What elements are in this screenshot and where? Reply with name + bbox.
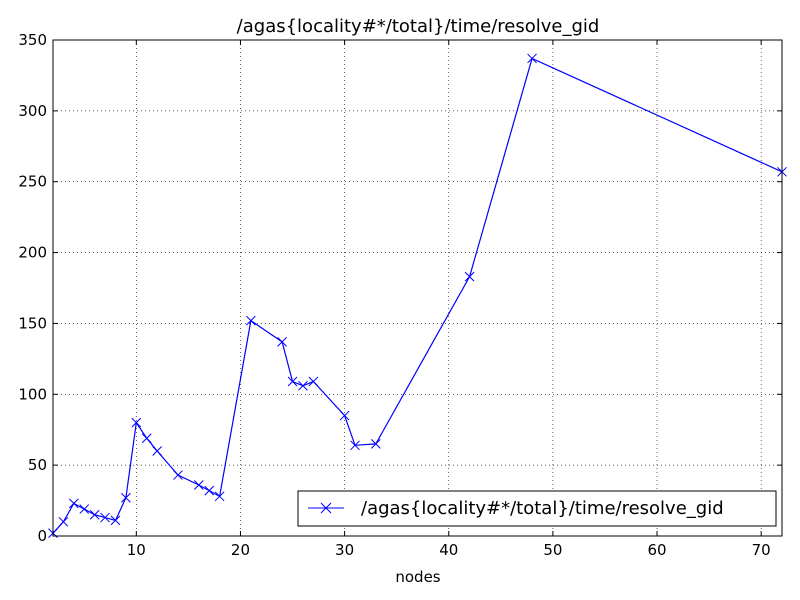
- y-tick-label: 200: [18, 244, 47, 262]
- x-tick-label: 70: [752, 541, 771, 559]
- y-tick-label: 350: [18, 31, 47, 49]
- y-tick-label: 100: [18, 385, 47, 403]
- data-point-marker: [152, 446, 162, 456]
- y-tick-label: 50: [28, 456, 47, 474]
- y-tick-label: 300: [18, 102, 47, 120]
- x-tick-label: 60: [647, 541, 666, 559]
- data-point-marker: [141, 433, 152, 444]
- x-axis-label: nodes: [395, 568, 440, 586]
- data-point-marker: [193, 480, 204, 490]
- y-tick-label: 250: [18, 173, 47, 191]
- chart-title: /agas{locality#*/total}/time/resolve_gid: [237, 16, 600, 37]
- x-tick-label: 20: [231, 541, 250, 559]
- data-point-marker: [121, 492, 131, 503]
- data-point-marker: [370, 439, 381, 449]
- data-point-marker: [68, 498, 79, 509]
- data-point-marker: [131, 417, 142, 428]
- data-point-marker: [173, 470, 183, 480]
- legend-box: [297, 490, 777, 527]
- legend-marker-x: [320, 502, 332, 514]
- data-point-marker: [89, 509, 100, 520]
- data-point-marker: [204, 485, 215, 496]
- x-tick-label: 10: [127, 541, 146, 559]
- legend: /agas{locality#*/total}/time/resolve_gid: [297, 490, 777, 527]
- grid: [53, 40, 782, 536]
- y-tick-label: 0: [37, 527, 47, 545]
- data-point-marker: [214, 491, 225, 502]
- data-point-marker: [527, 53, 537, 64]
- x-tick-label: 50: [543, 541, 562, 559]
- data-point-marker: [339, 410, 350, 421]
- data-point-marker: [246, 315, 256, 326]
- data-point-marker: [298, 380, 308, 391]
- data-point-marker: [58, 516, 69, 527]
- x-tick-label: 30: [335, 541, 354, 559]
- data-point-marker: [79, 504, 90, 514]
- data-point-marker: [287, 376, 298, 387]
- data-point-marker: [464, 271, 475, 282]
- data-point-marker: [308, 376, 319, 387]
- data-point-marker: [110, 515, 121, 526]
- data-point-marker: [277, 336, 287, 347]
- ticks: 10 20 30 40 50 60 70 0 50 100 150 200 250 300 350: [18, 31, 782, 559]
- series-line: [52, 57, 783, 534]
- plot-frame: [52, 39, 783, 537]
- data-point-marker: [350, 440, 360, 451]
- series-layer: [48, 53, 787, 539]
- x-tick-label: 40: [439, 541, 458, 559]
- y-tick-label: 150: [18, 314, 47, 332]
- legend-label: /agas{locality#*/total}/time/resolve_gid: [361, 498, 724, 519]
- data-point-marker: [100, 512, 110, 523]
